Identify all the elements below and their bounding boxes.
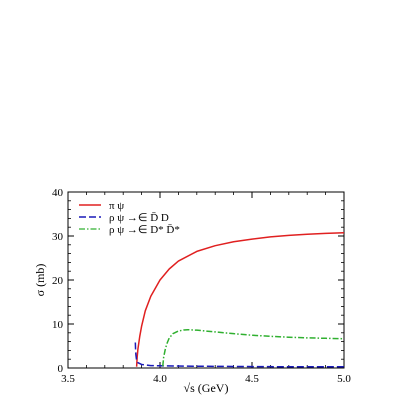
rho-psi-dd-curve <box>134 342 345 368</box>
legend-label-rho-psi-dd: ρ ψ →∈ D̄ D <box>109 212 169 224</box>
pi-psi-curve <box>135 231 345 367</box>
y-axis-title: σ (mb) <box>33 264 47 297</box>
rho-psi-dstar-curve <box>162 328 345 367</box>
x-axis-title: √s (GeV) <box>184 381 229 395</box>
series-lines <box>134 231 345 368</box>
x-tick-label: 4.5 <box>245 373 259 385</box>
y-tick-label: 10 <box>52 319 64 331</box>
axis-ticks <box>67 191 345 369</box>
axis-tick-labels: 3.5 4.0 4.5 5.0 0 10 20 30 40 <box>52 187 351 385</box>
y-tick-label: 20 <box>52 275 64 287</box>
y-tick-label: 0 <box>58 363 64 375</box>
x-tick-label: 5.0 <box>337 373 351 385</box>
y-tick-label: 30 <box>52 231 64 243</box>
x-tick-label: 3.5 <box>61 373 75 385</box>
legend-label-pi-psi: π ψ <box>109 200 124 212</box>
x-tick-label: 4.0 <box>153 373 167 385</box>
legend: π ψ ρ ψ →∈ D̄ D ρ ψ →∈ D* D̄* <box>79 200 180 236</box>
y-tick-label: 40 <box>52 187 64 199</box>
legend-label-rho-psi-dstar: ρ ψ →∈ D* D̄* <box>109 224 180 236</box>
